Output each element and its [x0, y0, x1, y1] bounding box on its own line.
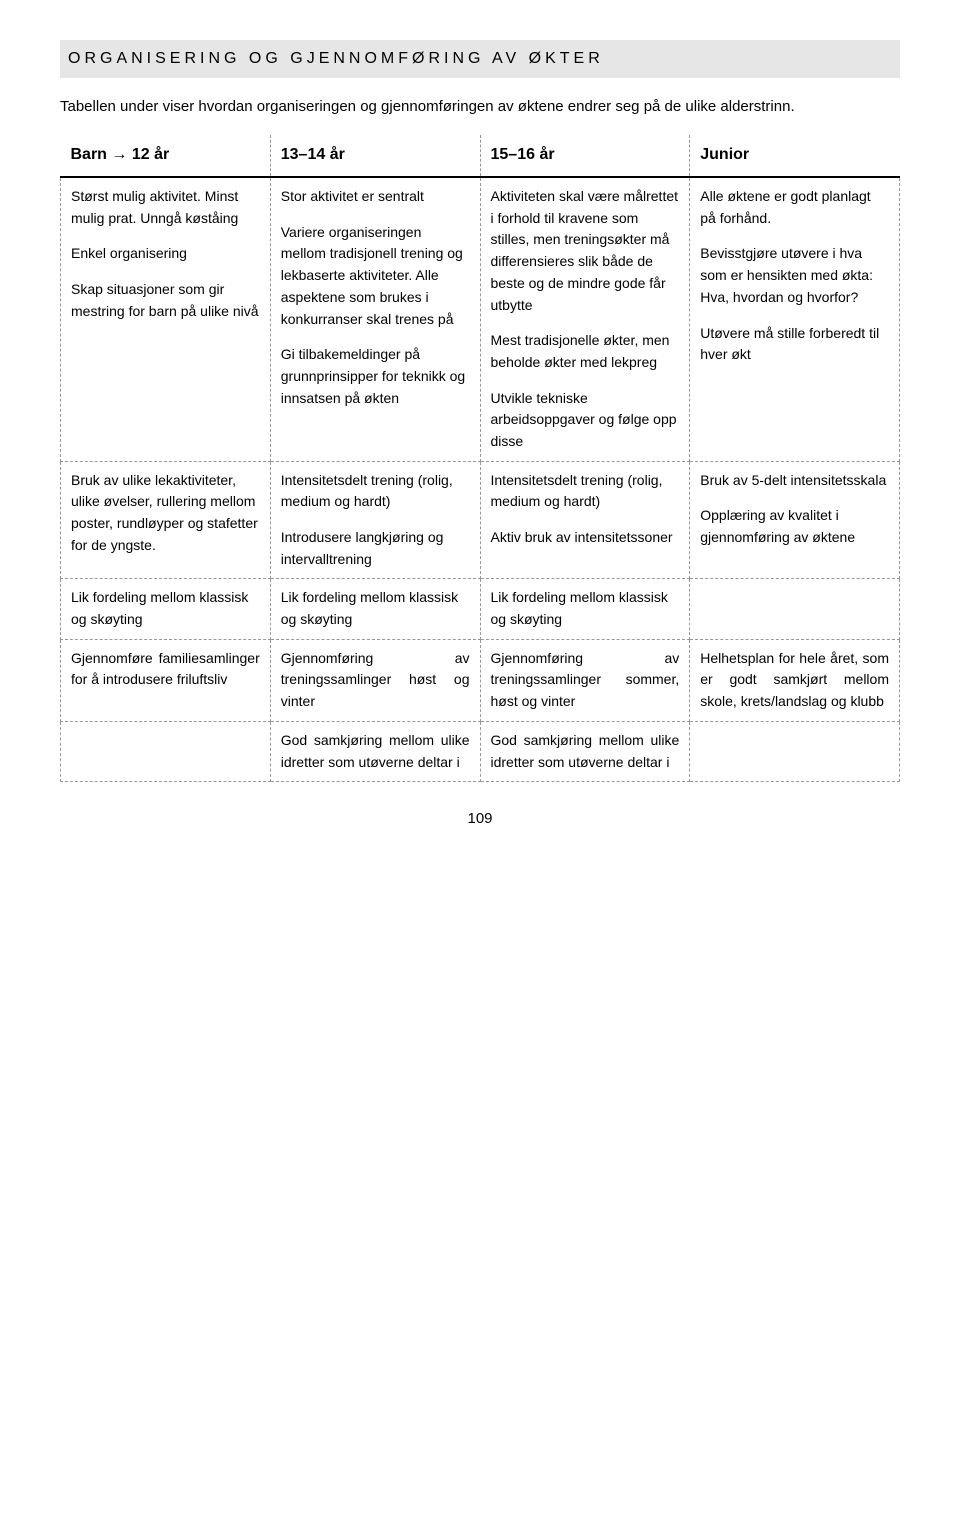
- cell-para: Skap situasjoner som gir mestring for ba…: [71, 279, 260, 322]
- cell: Gjennomføring av treningssamlinger somme…: [480, 639, 690, 721]
- cell-para: Bruk av 5-delt intensitetsskala: [700, 470, 889, 492]
- cell-para: Enkel organisering: [71, 243, 260, 265]
- table-body: Størst mulig aktivitet. Minst mulig prat…: [61, 177, 900, 782]
- col-header-3: 15–16 år: [480, 135, 690, 177]
- cell-para: Utvikle tekniske arbeidsoppgaver og følg…: [491, 388, 680, 453]
- cell: Gjennomføre familiesamlinger for å intro…: [61, 639, 271, 721]
- cell: Stor aktivitet er sentralt Variere organ…: [270, 177, 480, 461]
- cell-para: Bruk av ulike lekaktiviteter, ulike øvel…: [71, 470, 260, 557]
- cell-para: Lik fordeling mellom klassisk og skøytin…: [281, 587, 470, 630]
- cell: Lik fordeling mellom klassisk og skøytin…: [270, 579, 480, 639]
- cell-para: Intensitetsdelt trening (rolig, medium o…: [281, 470, 470, 513]
- cell-para: Lik fordeling mellom klassisk og skøytin…: [71, 587, 260, 630]
- cell: Gjennomføring av treningssamlinger høst …: [270, 639, 480, 721]
- table-row: Bruk av ulike lekaktiviteter, ulike øvel…: [61, 461, 900, 579]
- table-row: Gjennomføre familiesamlinger for å intro…: [61, 639, 900, 721]
- cell-para: Utøvere må stille forberedt til hver økt: [700, 323, 889, 366]
- cell-para: Mest tradisjonelle økter, men beholde øk…: [491, 330, 680, 373]
- page-number: 109: [60, 810, 900, 827]
- cell: Bruk av ulike lekaktiviteter, ulike øvel…: [61, 461, 271, 579]
- cell: Bruk av 5-delt intensitetsskala Opplærin…: [690, 461, 900, 579]
- cell: Størst mulig aktivitet. Minst mulig prat…: [61, 177, 271, 461]
- col-header-2: 13–14 år: [270, 135, 480, 177]
- cell: [61, 721, 271, 781]
- cell: Alle øktene er godt planlagt på forhånd.…: [690, 177, 900, 461]
- cell-para: God samkjøring mellom ulike idretter som…: [491, 730, 680, 773]
- cell: Lik fordeling mellom klassisk og skøytin…: [61, 579, 271, 639]
- table-row: Lik fordeling mellom klassisk og skøytin…: [61, 579, 900, 639]
- cell-para: Gi tilbakemeldinger på grunnprinsipper f…: [281, 344, 470, 409]
- cell: Helhetsplan for hele året, som er godt s…: [690, 639, 900, 721]
- col-header-1: Barn → 12 år: [61, 135, 271, 177]
- cell: Intensitetsdelt trening (rolig, medium o…: [270, 461, 480, 579]
- cell-para: Størst mulig aktivitet. Minst mulig prat…: [71, 186, 260, 229]
- cell-para: Aktiv bruk av intensitetssoner: [491, 527, 680, 549]
- cell-para: Bevisstgjøre utøvere i hva som er hensik…: [700, 243, 889, 308]
- cell-para: God samkjøring mellom ulike idretter som…: [281, 730, 470, 773]
- cell: Aktiviteten skal være målrettet i forhol…: [480, 177, 690, 461]
- cell: God samkjøring mellom ulike idretter som…: [270, 721, 480, 781]
- cell: Intensitetsdelt trening (rolig, medium o…: [480, 461, 690, 579]
- cell-para: Gjennomføre familiesamlinger for å intro…: [71, 648, 260, 691]
- table-header-row: Barn → 12 år 13–14 år 15–16 år Junior: [61, 135, 900, 177]
- cell-para: Gjennomføring av treningssamlinger høst …: [281, 648, 470, 713]
- table-row: Størst mulig aktivitet. Minst mulig prat…: [61, 177, 900, 461]
- cell: [690, 579, 900, 639]
- intro-text: Tabellen under viser hvordan organiserin…: [60, 96, 900, 117]
- section-header: ORGANISERING OG GJENNOMFØRING AV ØKTER: [60, 40, 900, 78]
- cell-para: Helhetsplan for hele året, som er godt s…: [700, 648, 889, 713]
- cell-para: Gjennomføring av treningssamlinger somme…: [491, 648, 680, 713]
- cell: Lik fordeling mellom klassisk og skøytin…: [480, 579, 690, 639]
- cell: [690, 721, 900, 781]
- cell-para: Lik fordeling mellom klassisk og skøytin…: [491, 587, 680, 630]
- cell-para: Variere organiseringen mellom tradisjone…: [281, 222, 470, 330]
- col-header-4: Junior: [690, 135, 900, 177]
- cell: God samkjøring mellom ulike idretter som…: [480, 721, 690, 781]
- table-row: God samkjøring mellom ulike idretter som…: [61, 721, 900, 781]
- cell-para: Alle øktene er godt planlagt på forhånd.: [700, 186, 889, 229]
- cell-para: Introdusere langkjøring og intervalltren…: [281, 527, 470, 570]
- cell-para: Stor aktivitet er sentralt: [281, 186, 470, 208]
- cell-para: Intensitetsdelt trening (rolig, medium o…: [491, 470, 680, 513]
- main-table: Barn → 12 år 13–14 år 15–16 år Junior St…: [60, 135, 900, 782]
- cell-para: Opplæring av kvalitet i gjennomføring av…: [700, 505, 889, 548]
- cell-para: Aktiviteten skal være målrettet i forhol…: [491, 186, 680, 316]
